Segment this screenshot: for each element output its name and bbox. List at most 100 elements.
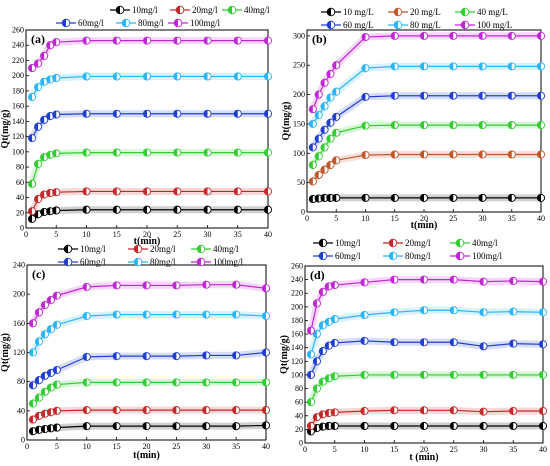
marker-half [320, 166, 325, 174]
legend-marker [460, 7, 470, 17]
data-point [34, 59, 43, 68]
data-point [112, 378, 121, 387]
marker-half [28, 93, 33, 101]
data-point [326, 118, 335, 127]
series-3 [308, 91, 546, 152]
marker-half [41, 372, 45, 380]
data-point [449, 338, 458, 347]
marker-half [52, 38, 57, 46]
marker-half [326, 93, 331, 102]
marker-half [173, 149, 178, 157]
data-point [82, 311, 91, 321]
x-tick-label: 35 [232, 442, 240, 451]
data-point [40, 409, 49, 418]
data-point [261, 406, 271, 415]
data-point [28, 348, 38, 357]
marker-half [143, 187, 147, 196]
data-point [52, 365, 61, 375]
legend-marker [115, 5, 125, 15]
data-point [27, 179, 37, 188]
marker-half [172, 406, 177, 414]
data-point [479, 277, 488, 286]
marker-half [332, 194, 337, 202]
data-point [173, 36, 182, 45]
marker-half [34, 195, 39, 203]
data-point [142, 205, 152, 214]
marker-half [361, 151, 366, 159]
marker-half [361, 122, 366, 130]
series-1 [306, 406, 548, 431]
marker-half [29, 399, 33, 408]
chart-panel-d: 0 5 10 15 20 25 30 35 40 0 20 40 60 80 100 120 140 160 180… [279, 238, 548, 463]
data-point [142, 281, 151, 290]
data-point [479, 407, 488, 416]
marker-half [509, 277, 514, 285]
data-point [330, 315, 339, 324]
x-tick-label: 10 [83, 442, 91, 451]
marker-half [461, 21, 466, 29]
y-tick-label: 0 [20, 224, 24, 233]
marker-half [332, 129, 337, 137]
x-tick-label: 25 [172, 442, 180, 451]
x-tick-label: 0 [24, 230, 28, 239]
data-point [419, 121, 429, 130]
data-point [46, 325, 55, 334]
plot-area [306, 29, 542, 213]
marker-half [307, 398, 311, 406]
data-point [142, 148, 152, 157]
data-point [40, 115, 49, 124]
data-point [318, 321, 327, 330]
data-point [314, 134, 323, 143]
marker-half [360, 278, 365, 286]
data-point [390, 406, 399, 415]
marker-half [539, 422, 543, 430]
marker-half [478, 121, 483, 129]
data-point [52, 206, 61, 215]
y-tick-label: 180 [12, 86, 24, 95]
series-3 [27, 109, 273, 143]
data-point [360, 278, 369, 287]
y-tick-label: 260 [291, 262, 303, 271]
marker-half [420, 371, 424, 379]
series-4 [306, 306, 548, 359]
marker-half [537, 92, 541, 100]
series-2 [28, 378, 271, 408]
marker-half [52, 74, 57, 82]
data-point [172, 378, 181, 387]
data-point [538, 370, 548, 379]
marker-half [197, 258, 201, 266]
marker-half [262, 312, 266, 320]
legend-label: 20mg/l [192, 5, 218, 15]
data-point [449, 91, 458, 100]
marker-half [234, 206, 238, 214]
marker-half [508, 62, 512, 70]
data-point [507, 31, 516, 40]
marker-half [203, 110, 208, 118]
marker-half [83, 312, 87, 320]
data-point [52, 406, 61, 415]
marker-half [309, 105, 313, 113]
marker-half [142, 422, 147, 430]
data-point [419, 370, 429, 379]
x-tick-label: 20 [143, 442, 151, 451]
marker-half [326, 135, 331, 143]
marker-half [142, 281, 147, 290]
data-point [509, 307, 518, 316]
data-point [52, 38, 61, 47]
data-point [203, 205, 212, 214]
series-0 [308, 193, 546, 204]
marker-half [172, 378, 177, 386]
y-tick-label: 240 [12, 41, 24, 50]
marker-half [420, 150, 424, 159]
marker-half [34, 83, 39, 91]
marker-half [313, 357, 317, 365]
marker-half [197, 245, 201, 253]
data-point [82, 148, 91, 157]
marker-half [325, 409, 329, 417]
data-point [202, 310, 211, 319]
marker-half [332, 61, 337, 69]
x-tick-label: 30 [202, 442, 210, 451]
y-tick-label: 200 [291, 302, 303, 311]
marker-half [319, 378, 323, 386]
x-tick-label: 5 [334, 214, 338, 223]
